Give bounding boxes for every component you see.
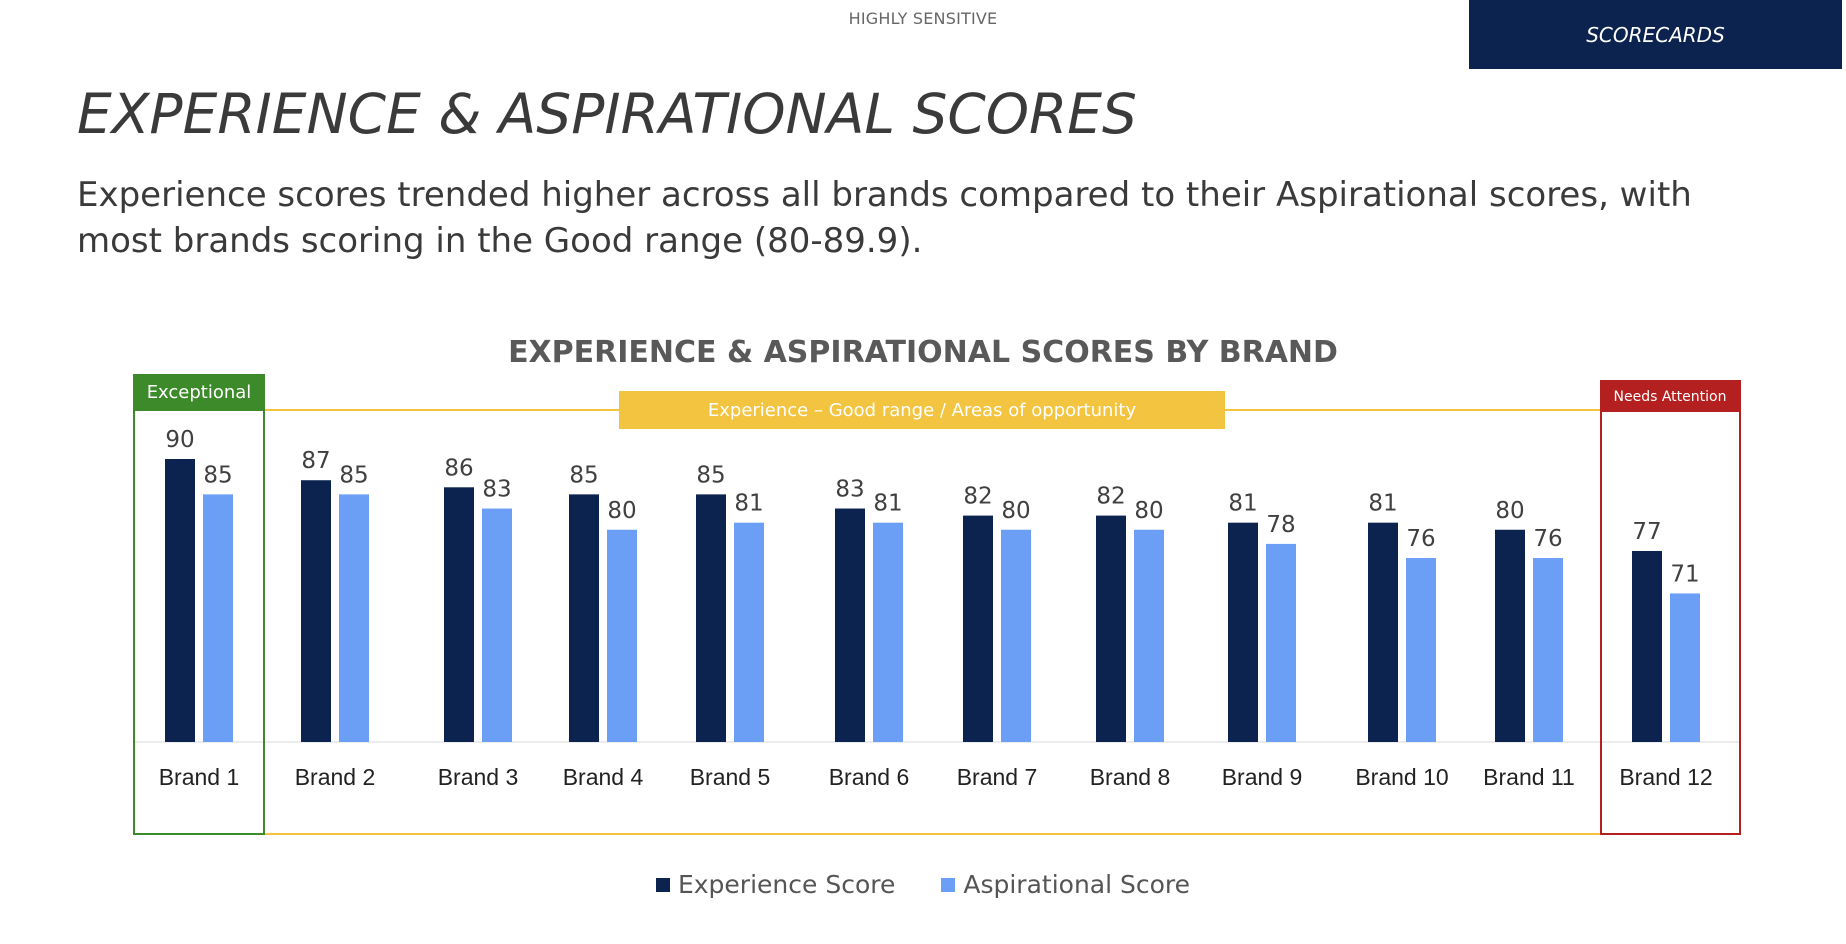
data-label-experience: 86 [444,455,473,481]
data-label-aspirational: 78 [1266,512,1295,538]
legend-label-experience: Experience Score [677,870,896,899]
legend-label-aspirational: Aspirational Score [963,870,1191,899]
bar-experience [1096,515,1126,742]
bar-aspirational [734,522,764,742]
needs-attention-banner [1600,380,1741,412]
x-tick-label: Brand 6 [829,764,910,790]
bar-aspirational [1266,543,1296,742]
data-label-aspirational: 81 [873,491,902,517]
legend-swatch-experience [655,877,670,892]
bar-experience [1632,550,1662,742]
legend-swatch-aspirational [941,877,956,892]
page-title: EXPERIENCE & ASPIRATIONAL SCORES [77,82,1137,146]
bar-experience [963,515,993,742]
bar-experience [1228,522,1258,742]
x-tick-label: Brand 3 [438,764,519,790]
bar-aspirational [1134,529,1164,742]
data-label-aspirational: 85 [203,462,232,488]
data-label-aspirational: 71 [1670,561,1699,587]
bar-aspirational [1406,558,1436,742]
sensitivity-label: HIGHLY SENSITIVE [848,9,998,28]
bar-experience [301,480,331,742]
bar-experience [1495,529,1525,742]
section-tag: SCORECARDS [1469,0,1842,69]
data-label-experience: 77 [1632,519,1661,545]
data-label-aspirational: 80 [1134,498,1163,524]
bar-experience [569,494,599,742]
legend-item-experience: Experience Score [655,870,896,899]
bar-experience [165,459,195,742]
data-label-experience: 80 [1495,498,1524,524]
bar-experience [835,508,865,742]
x-tick-label: Brand 4 [563,764,644,790]
bar-experience [696,494,726,742]
bar-experience [1368,522,1398,742]
chart-legend: Experience Score Aspirational Score [0,870,1846,899]
good-range-banner [619,391,1225,429]
data-label-aspirational: 80 [607,498,636,524]
bar-aspirational [482,508,512,742]
good-range-label: Experience – Good range / Areas of oppor… [708,400,1137,421]
bar-aspirational [339,494,369,742]
data-label-experience: 82 [1096,484,1125,510]
data-label-aspirational: 76 [1406,526,1435,552]
data-label-aspirational: 80 [1001,498,1030,524]
data-label-aspirational: 76 [1533,526,1562,552]
bar-aspirational [607,529,637,742]
bar-aspirational [1670,593,1700,742]
x-tick-label: Brand 7 [957,764,1038,790]
bar-aspirational [1533,558,1563,742]
x-tick-label: Brand 11 [1483,764,1575,790]
legend-item-aspirational: Aspirational Score [941,870,1190,899]
data-label-aspirational: 83 [482,477,511,503]
bar-aspirational [873,522,903,742]
data-label-aspirational: 81 [734,491,763,517]
needs-attention-label: Needs Attention [1614,389,1727,405]
data-label-experience: 81 [1368,491,1397,517]
data-label-experience: 85 [696,462,725,488]
data-label-experience: 87 [301,448,330,474]
data-label-aspirational: 85 [339,462,368,488]
data-label-experience: 82 [963,484,992,510]
data-label-experience: 81 [1228,491,1257,517]
data-label-experience: 83 [835,477,864,503]
x-tick-label: Brand 10 [1355,764,1448,790]
x-tick-label: Brand 8 [1090,764,1171,790]
chart-title: EXPERIENCE & ASPIRATIONAL SCORES BY BRAN… [508,335,1338,370]
data-label-experience: 85 [569,462,598,488]
x-tick-label: Brand 9 [1222,764,1303,790]
data-label-experience: 90 [165,427,194,453]
bar-aspirational [203,494,233,742]
x-tick-label: Brand 1 [159,764,240,790]
x-tick-label: Brand 5 [690,764,771,790]
exceptional-banner [133,374,265,410]
page-subtitle: Experience scores trended higher across … [77,175,1692,261]
x-tick-label: Brand 12 [1619,764,1712,790]
exceptional-label: Exceptional [147,382,252,403]
bar-aspirational [1001,529,1031,742]
bar-experience [444,487,474,742]
x-tick-label: Brand 2 [295,764,376,790]
